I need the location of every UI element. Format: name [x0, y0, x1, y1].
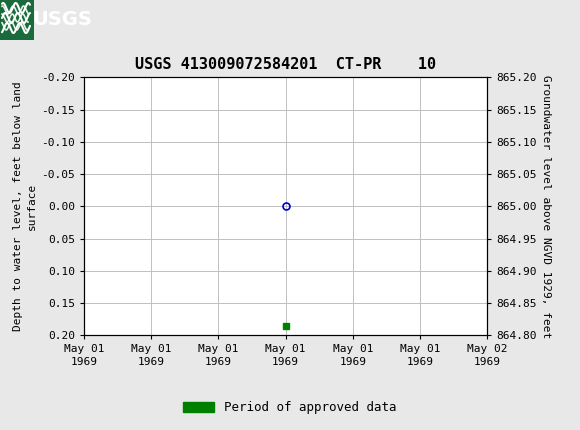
Y-axis label: Groundwater level above NGVD 1929, feet: Groundwater level above NGVD 1929, feet — [541, 75, 551, 338]
FancyBboxPatch shape — [0, 0, 34, 40]
Y-axis label: Depth to water level, feet below land
surface: Depth to water level, feet below land su… — [13, 82, 37, 331]
Title: USGS 413009072584201  CT-PR    10: USGS 413009072584201 CT-PR 10 — [135, 57, 436, 72]
Text: USGS: USGS — [32, 10, 92, 30]
Legend: Period of approved data: Period of approved data — [178, 396, 402, 419]
